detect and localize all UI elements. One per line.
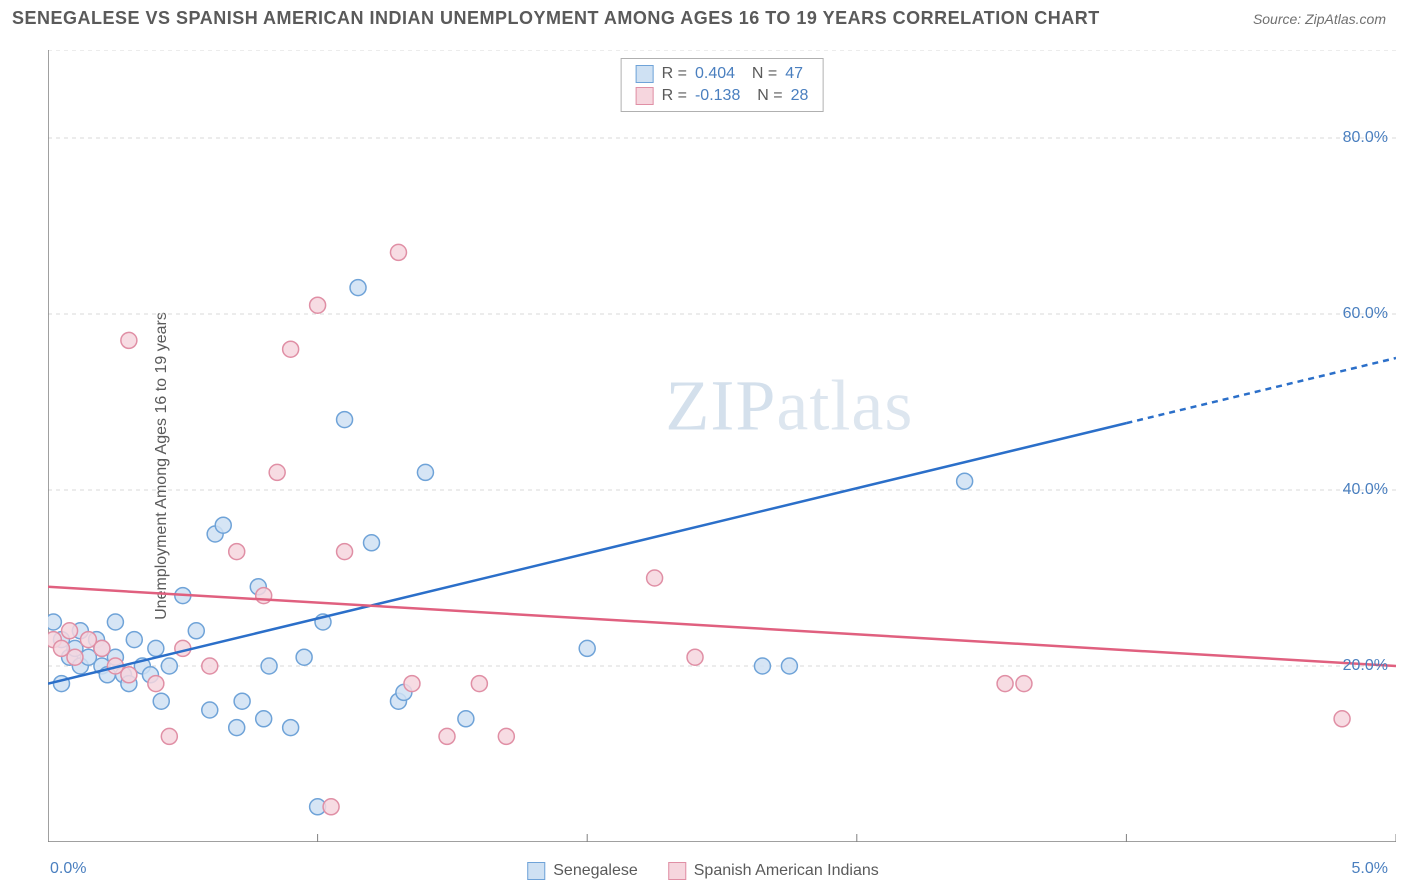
bottom-legend: Senegalese Spanish American Indians <box>527 862 879 880</box>
legend-stats-row-1: R = 0.404 N = 47 <box>622 63 823 85</box>
chart-container: Unemployment Among Ages 16 to 19 years Z… <box>0 40 1406 892</box>
y-tick-label: 40.0% <box>1343 481 1388 499</box>
legend-item-senegalese: Senegalese <box>527 862 638 880</box>
legend-stats-row-2: R = -0.138 N = 28 <box>622 85 823 107</box>
swatch-icon <box>527 862 545 880</box>
chart-title: SENEGALESE VS SPANISH AMERICAN INDIAN UN… <box>12 8 1100 29</box>
y-tick-label: 20.0% <box>1343 657 1388 675</box>
x-min-label: 0.0% <box>50 860 86 878</box>
swatch-senegalese <box>636 65 654 83</box>
swatch-icon <box>668 862 686 880</box>
y-tick-label: 60.0% <box>1343 305 1388 323</box>
legend-label: Senegalese <box>553 862 638 880</box>
legend-label: Spanish American Indians <box>694 862 879 880</box>
y-tick-label: 80.0% <box>1343 129 1388 147</box>
legend-stats-box: R = 0.404 N = 47 R = -0.138 N = 28 <box>621 58 824 112</box>
r-value-1: 0.404 <box>695 65 735 83</box>
x-max-label: 5.0% <box>1352 860 1388 878</box>
r-value-2: -0.138 <box>695 87 740 105</box>
swatch-spanish <box>636 87 654 105</box>
n-value-2: 28 <box>791 87 809 105</box>
source-label: Source: ZipAtlas.com <box>1253 11 1386 27</box>
plot-svg <box>48 50 1396 842</box>
scatter-plot: ZIPatlas R = 0.404 N = 47 R = -0.138 N =… <box>48 50 1396 842</box>
legend-item-spanish: Spanish American Indians <box>668 862 879 880</box>
n-value-1: 47 <box>785 65 803 83</box>
